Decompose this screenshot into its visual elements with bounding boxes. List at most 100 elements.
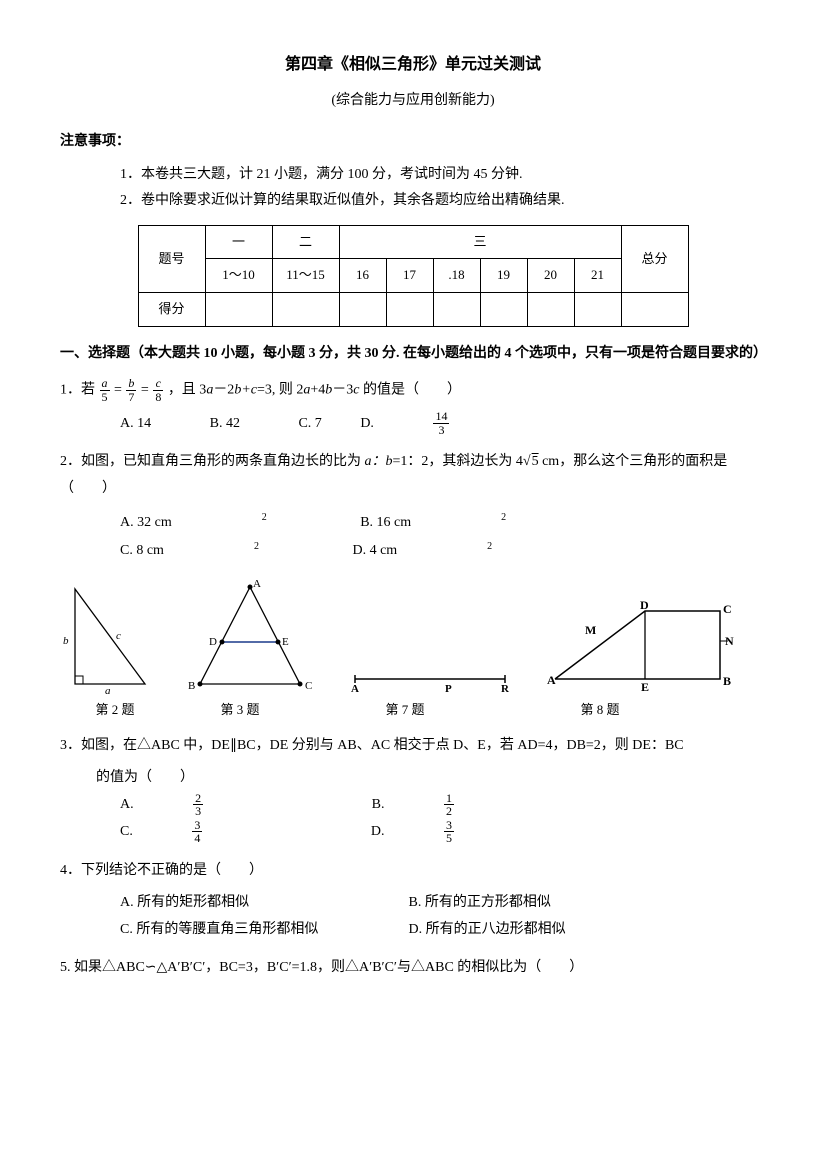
var-c: +c	[241, 383, 257, 398]
figure-q3: A B C D E	[185, 579, 315, 694]
svg-text:A: A	[351, 683, 359, 694]
d: 4	[192, 832, 202, 845]
page-title: 第四章《相似三角形》单元过关测试	[60, 50, 766, 80]
svg-text:B: B	[188, 680, 195, 692]
blank	[339, 293, 386, 327]
lead: C.	[120, 819, 133, 846]
sup: 2	[254, 541, 259, 552]
c17: 17	[386, 259, 433, 293]
svg-text:E: E	[282, 636, 289, 648]
svg-text:M: M	[585, 623, 596, 637]
d: 2	[444, 805, 454, 818]
n: 3	[192, 819, 202, 833]
th-total: 总分	[621, 225, 688, 292]
q3-opt-a: A. 23	[120, 792, 313, 819]
c19: 19	[480, 259, 527, 293]
q1-m1: ，且 3	[168, 383, 207, 398]
q3-opt-c: C. 34	[120, 819, 312, 846]
frac-d: 3	[433, 424, 449, 437]
q1-m3: =3, 则 2	[257, 383, 303, 398]
opt-text: D. 4 cm	[352, 538, 397, 565]
frac-n: b	[126, 377, 136, 391]
range-1: 1～10	[205, 259, 272, 293]
q1-m5: －3	[332, 383, 353, 398]
q4-opt-d: D. 所有的正八边形都相似	[409, 917, 566, 944]
q2-t2: =1：2，其斜边长为 4	[393, 454, 523, 469]
q2-root: 5	[531, 454, 539, 469]
q4-text: 4．下列结论不正确的是（ ）	[60, 858, 766, 885]
question-5: 5. 如果△ABC∽△A′B′C′，BC=3，B′C′=1.8，则△A′B′C′…	[60, 955, 766, 982]
frac-d: 8	[153, 391, 163, 404]
q5-text: 5. 如果△ABC∽△A′B′C′，BC=3，B′C′=1.8，则△A′B′C′…	[60, 955, 766, 982]
frac-n: a	[100, 377, 110, 391]
frac-d: 5	[100, 391, 110, 404]
q1-opt-c: C. 7	[298, 411, 321, 438]
blank	[527, 293, 574, 327]
svg-text:E: E	[641, 680, 649, 694]
lead: D.	[371, 819, 385, 846]
figure-q2: b c a	[60, 584, 155, 694]
fig-label-1: 第 2 题	[60, 698, 170, 723]
q2-opt-d: D. 4 cm 2	[352, 537, 492, 565]
th-1: 一	[205, 225, 272, 259]
svg-text:A: A	[253, 579, 261, 590]
blank	[272, 293, 339, 327]
svg-text:D: D	[209, 636, 217, 648]
lead: A.	[120, 792, 134, 819]
section1-heading: 一、选择题（本大题共 10 小题，每小题 3 分，共 30 分. 在每小题给出的…	[60, 341, 766, 368]
opt-text: C. 8 cm	[120, 538, 164, 565]
c16: 16	[339, 259, 386, 293]
th-num: 题号	[138, 225, 205, 292]
q1-lead: 1．若	[60, 383, 95, 398]
fig-label-3: 第 7 题	[310, 698, 500, 723]
blank	[480, 293, 527, 327]
fig-label-2: 第 3 题	[170, 698, 310, 723]
q3-line2: 的值为（ ）	[96, 765, 766, 792]
figure-q7: A P R	[345, 654, 515, 694]
q1-tail: 的值是（ ）	[360, 383, 462, 398]
n: 1	[444, 792, 454, 806]
c18: .18	[433, 259, 480, 293]
frac-n: c	[153, 377, 163, 391]
notes-heading: 注意事项：	[60, 129, 766, 156]
svg-text:R: R	[501, 683, 510, 694]
frac-d: 7	[126, 391, 136, 404]
q1-m4: +4	[310, 383, 325, 398]
c20: 20	[527, 259, 574, 293]
question-1: 1．若 a5 = b7 = c8 ，且 3a－2b+c=3, 则 2a+4b－3…	[60, 377, 766, 437]
figure-q8: A M D C N B E	[545, 599, 735, 694]
score-table: 题号 一 二 三 总分 1～10 11～15 16 17 .18 19 20 2…	[138, 225, 689, 327]
blank	[621, 293, 688, 327]
svg-text:N: N	[725, 634, 734, 648]
q4-opt-c: C. 所有的等腰直角三角形都相似	[120, 917, 350, 944]
question-3: 3．如图，在△ABC 中，DE∥BC，DE 分别与 AB、AC 相交于点 D、E…	[60, 733, 766, 846]
q4-opt-a: A. 所有的矩形都相似	[120, 890, 350, 917]
q2-t1: 2．如图，已知直角三角形的两条直角边长的比为	[60, 454, 365, 469]
blank	[574, 293, 621, 327]
blank	[386, 293, 433, 327]
sup: 2	[501, 512, 506, 523]
blank	[205, 293, 272, 327]
svg-text:C: C	[723, 602, 732, 616]
q4-opt-b: B. 所有的正方形都相似	[409, 890, 551, 917]
d: 3	[193, 805, 203, 818]
question-2: 2．如图，已知直角三角形的两条直角边长的比为 a：b=1：2，其斜边长为 4√5…	[60, 449, 766, 565]
svg-text:c: c	[116, 630, 121, 642]
q3-line1: 3．如图，在△ABC 中，DE∥BC，DE 分别与 AB、AC 相交于点 D、E…	[60, 733, 766, 760]
note-1: 1．本卷共三大题，计 21 小题，满分 100 分，考试时间为 45 分钟.	[120, 162, 766, 189]
svg-text:B: B	[723, 674, 731, 688]
sup: 2	[487, 541, 492, 552]
frac-n: 14	[433, 410, 449, 424]
svg-text:A: A	[547, 673, 556, 687]
svg-text:b: b	[63, 635, 69, 647]
opt-text: A. 32 cm	[120, 510, 172, 537]
question-4: 4．下列结论不正确的是（ ） A. 所有的矩形都相似 B. 所有的正方形都相似 …	[60, 858, 766, 944]
blank	[433, 293, 480, 327]
q2-opt-c: C. 8 cm 2	[120, 537, 259, 565]
th-3: 三	[339, 225, 621, 259]
svg-text:a: a	[105, 685, 111, 694]
sup: 2	[262, 512, 267, 523]
opt-text: B. 16 cm	[360, 510, 411, 537]
c21: 21	[574, 259, 621, 293]
q2-opt-b: B. 16 cm 2	[360, 508, 506, 536]
